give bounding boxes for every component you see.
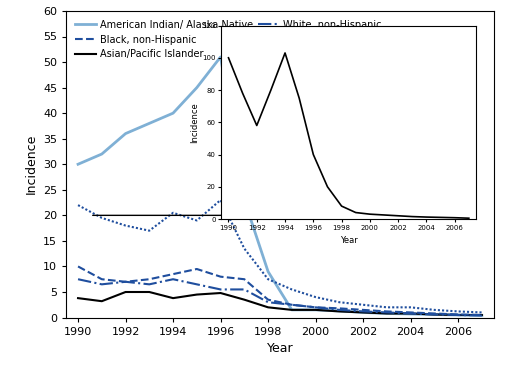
X-axis label: Year: Year (340, 236, 357, 245)
Y-axis label: Incidence: Incidence (24, 134, 38, 195)
Legend: American Indian/ Alaska Native, Black, non-Hispanic, Asian/Pacific Islander, Whi: American Indian/ Alaska Native, Black, n… (71, 16, 386, 63)
Y-axis label: Incidence: Incidence (190, 102, 200, 143)
X-axis label: Year: Year (267, 342, 293, 355)
